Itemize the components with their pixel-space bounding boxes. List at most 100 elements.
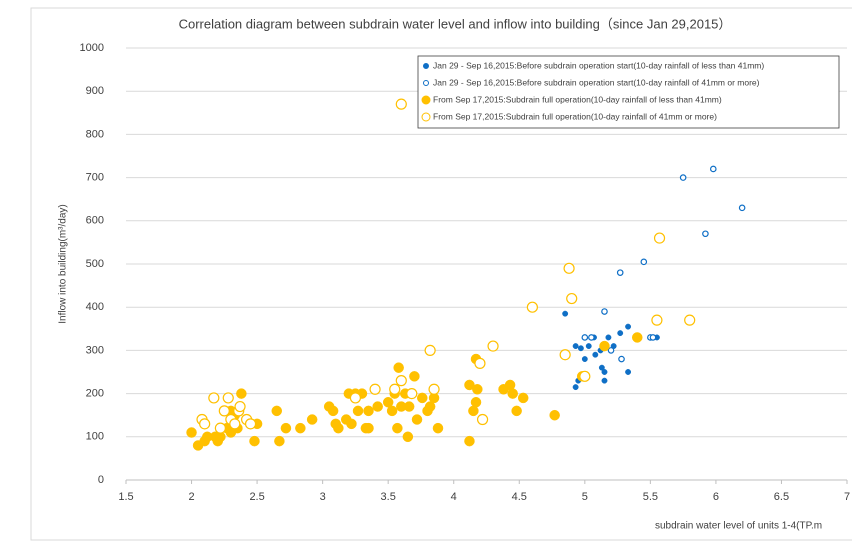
point: [236, 388, 247, 399]
point: [601, 308, 608, 315]
point: [474, 357, 486, 369]
legend-marker: [423, 63, 429, 69]
x-tick-label: 3.5: [381, 491, 396, 503]
x-tick-label: 5.5: [643, 491, 658, 503]
point: [625, 323, 632, 330]
point: [369, 383, 381, 395]
point: [651, 314, 663, 326]
y-tick-label: 700: [86, 172, 104, 184]
point: [208, 392, 220, 404]
point: [199, 418, 211, 430]
point: [559, 349, 571, 361]
point: [472, 384, 483, 395]
point: [470, 396, 482, 408]
point: [526, 301, 538, 313]
point: [271, 405, 283, 417]
point: [386, 405, 398, 417]
y-tick-label: 500: [86, 258, 104, 270]
x-tick-label: 2: [188, 491, 194, 503]
point: [581, 334, 589, 341]
point: [403, 401, 415, 412]
point: [428, 383, 440, 395]
legend-label: Jan 29 - Sep 16,2015:Before subdrain ope…: [433, 60, 764, 70]
point: [605, 334, 612, 341]
legend-label: Jan 29 - Sep 16,2015:Before subdrain ope…: [433, 77, 760, 87]
legend-label: From Sep 17,2015:Subdrain full operation…: [433, 94, 722, 104]
point: [702, 230, 709, 238]
point: [363, 422, 374, 434]
point: [274, 435, 285, 447]
y-tick-label: 600: [86, 215, 104, 227]
legend-marker: [421, 112, 431, 122]
x-tick-label: 1.5: [118, 491, 133, 503]
point: [186, 427, 197, 438]
x-tick-label: 4.5: [512, 491, 527, 503]
legend-marker: [421, 95, 431, 105]
point: [607, 347, 615, 354]
y-tick-label: 800: [86, 128, 104, 140]
point: [625, 369, 632, 375]
y-tick-label: 100: [86, 431, 104, 443]
chart-title: Correlation diagram between subdrain wat…: [179, 16, 732, 31]
point: [653, 232, 666, 244]
point: [417, 392, 428, 404]
x-tick-label: 4: [451, 491, 457, 503]
point: [562, 310, 569, 317]
point: [280, 422, 292, 434]
point: [346, 418, 357, 430]
y-tick-label: 1000: [80, 42, 104, 54]
point: [599, 340, 610, 352]
y-tick-label: 400: [86, 301, 104, 313]
point: [601, 377, 608, 384]
x-tick-label: 6: [713, 491, 719, 503]
x-tick-label: 3: [320, 491, 326, 503]
point: [411, 414, 423, 425]
point: [406, 388, 418, 400]
point: [588, 334, 595, 341]
y-tick-label: 900: [86, 85, 104, 97]
x-tick-label: 6.5: [774, 491, 789, 503]
point: [738, 204, 746, 212]
point: [464, 435, 475, 447]
point: [649, 334, 657, 341]
point: [424, 401, 436, 412]
point: [382, 396, 394, 408]
point: [585, 343, 592, 350]
x-tick-label: 5: [582, 491, 588, 503]
point: [395, 375, 407, 387]
x-axis-label: subdrain water level of units 1-4(TP.m: [655, 521, 822, 532]
point: [409, 371, 420, 382]
point: [333, 422, 344, 434]
point: [432, 422, 444, 434]
point: [389, 383, 401, 395]
point: [617, 330, 624, 337]
legend-label: From Sep 17,2015:Subdrain full operation…: [433, 111, 717, 121]
point: [632, 332, 643, 343]
point: [592, 351, 599, 358]
point: [579, 370, 591, 382]
point: [487, 340, 499, 352]
point: [616, 269, 624, 276]
legend-box: [417, 55, 840, 129]
point: [572, 343, 579, 350]
y-tick-label: 200: [86, 388, 104, 400]
y-tick-label: 0: [98, 474, 104, 486]
legend-marker: [423, 80, 429, 86]
point: [222, 392, 234, 404]
point: [618, 355, 625, 363]
point: [352, 405, 364, 417]
point: [549, 409, 560, 421]
point: [402, 431, 414, 443]
point: [363, 405, 374, 417]
point: [327, 405, 339, 417]
point: [709, 165, 717, 173]
point: [577, 345, 584, 352]
y-axis-label: Inflow into building(m³/day): [58, 204, 69, 324]
point: [349, 392, 362, 404]
point: [572, 384, 579, 391]
y-tick-label: 300: [86, 344, 104, 356]
point: [476, 413, 489, 426]
point: [640, 258, 648, 266]
point: [393, 362, 404, 373]
